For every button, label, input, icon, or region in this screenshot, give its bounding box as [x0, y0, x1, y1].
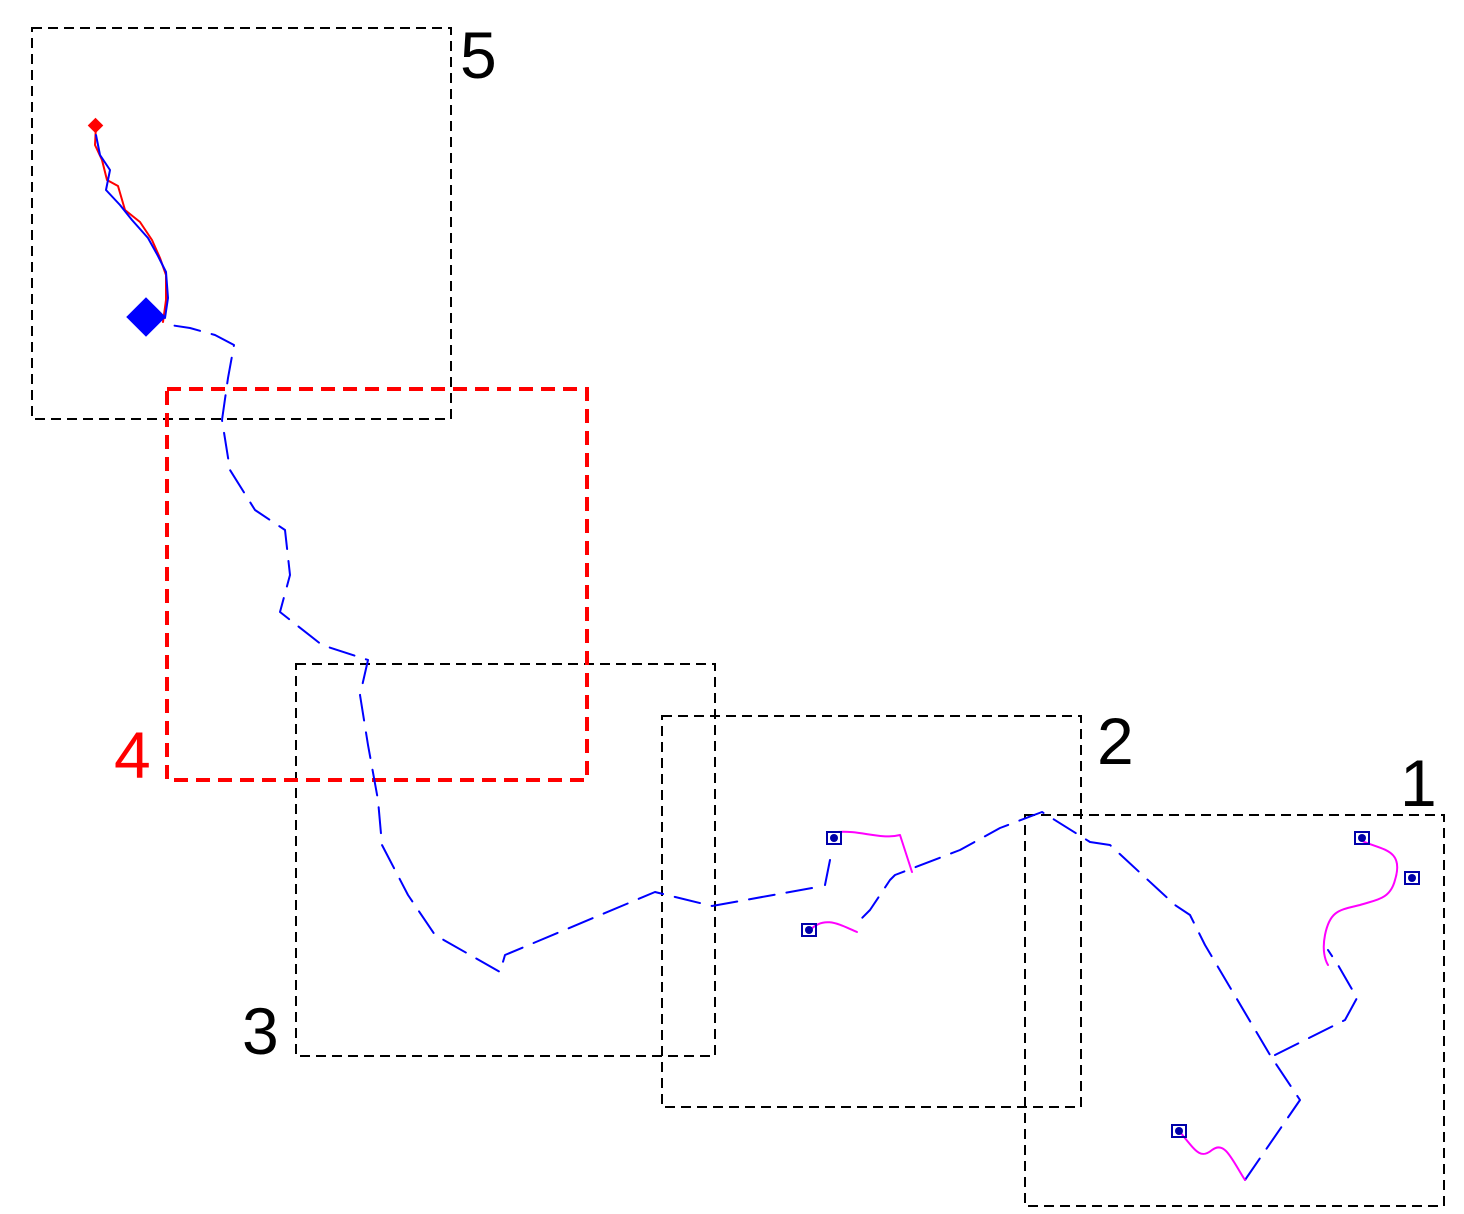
robot-icon — [1354, 831, 1370, 845]
robot-icon — [1171, 1124, 1187, 1138]
region-1-label: 1 — [1400, 746, 1437, 820]
region-2-label: 2 — [1097, 704, 1134, 778]
executed-trace — [94, 124, 167, 323]
local-path-1a — [1322, 839, 1399, 966]
local-path-2a — [836, 830, 913, 873]
region-5-box — [31, 27, 452, 420]
region-4-box — [165, 387, 589, 782]
region-5-label: 5 — [460, 18, 497, 92]
local-path-2b — [809, 921, 858, 933]
global-path-branch — [1274, 949, 1358, 1056]
region-4-label: 4 — [114, 718, 151, 792]
start-diamond-icon — [126, 297, 166, 337]
executed-trace-blue — [95, 134, 169, 319]
goal-diamond-icon — [87, 117, 104, 134]
region-3-label: 3 — [242, 994, 279, 1068]
global-path — [169, 324, 1301, 1181]
region-1-box — [1024, 814, 1445, 1207]
region-2-box — [661, 715, 1082, 1108]
region-3-box — [295, 663, 716, 1057]
robot-icon — [826, 831, 842, 845]
robot-icon — [801, 923, 817, 937]
local-path-1b — [1179, 1131, 1246, 1181]
robot-icon — [1404, 871, 1420, 885]
